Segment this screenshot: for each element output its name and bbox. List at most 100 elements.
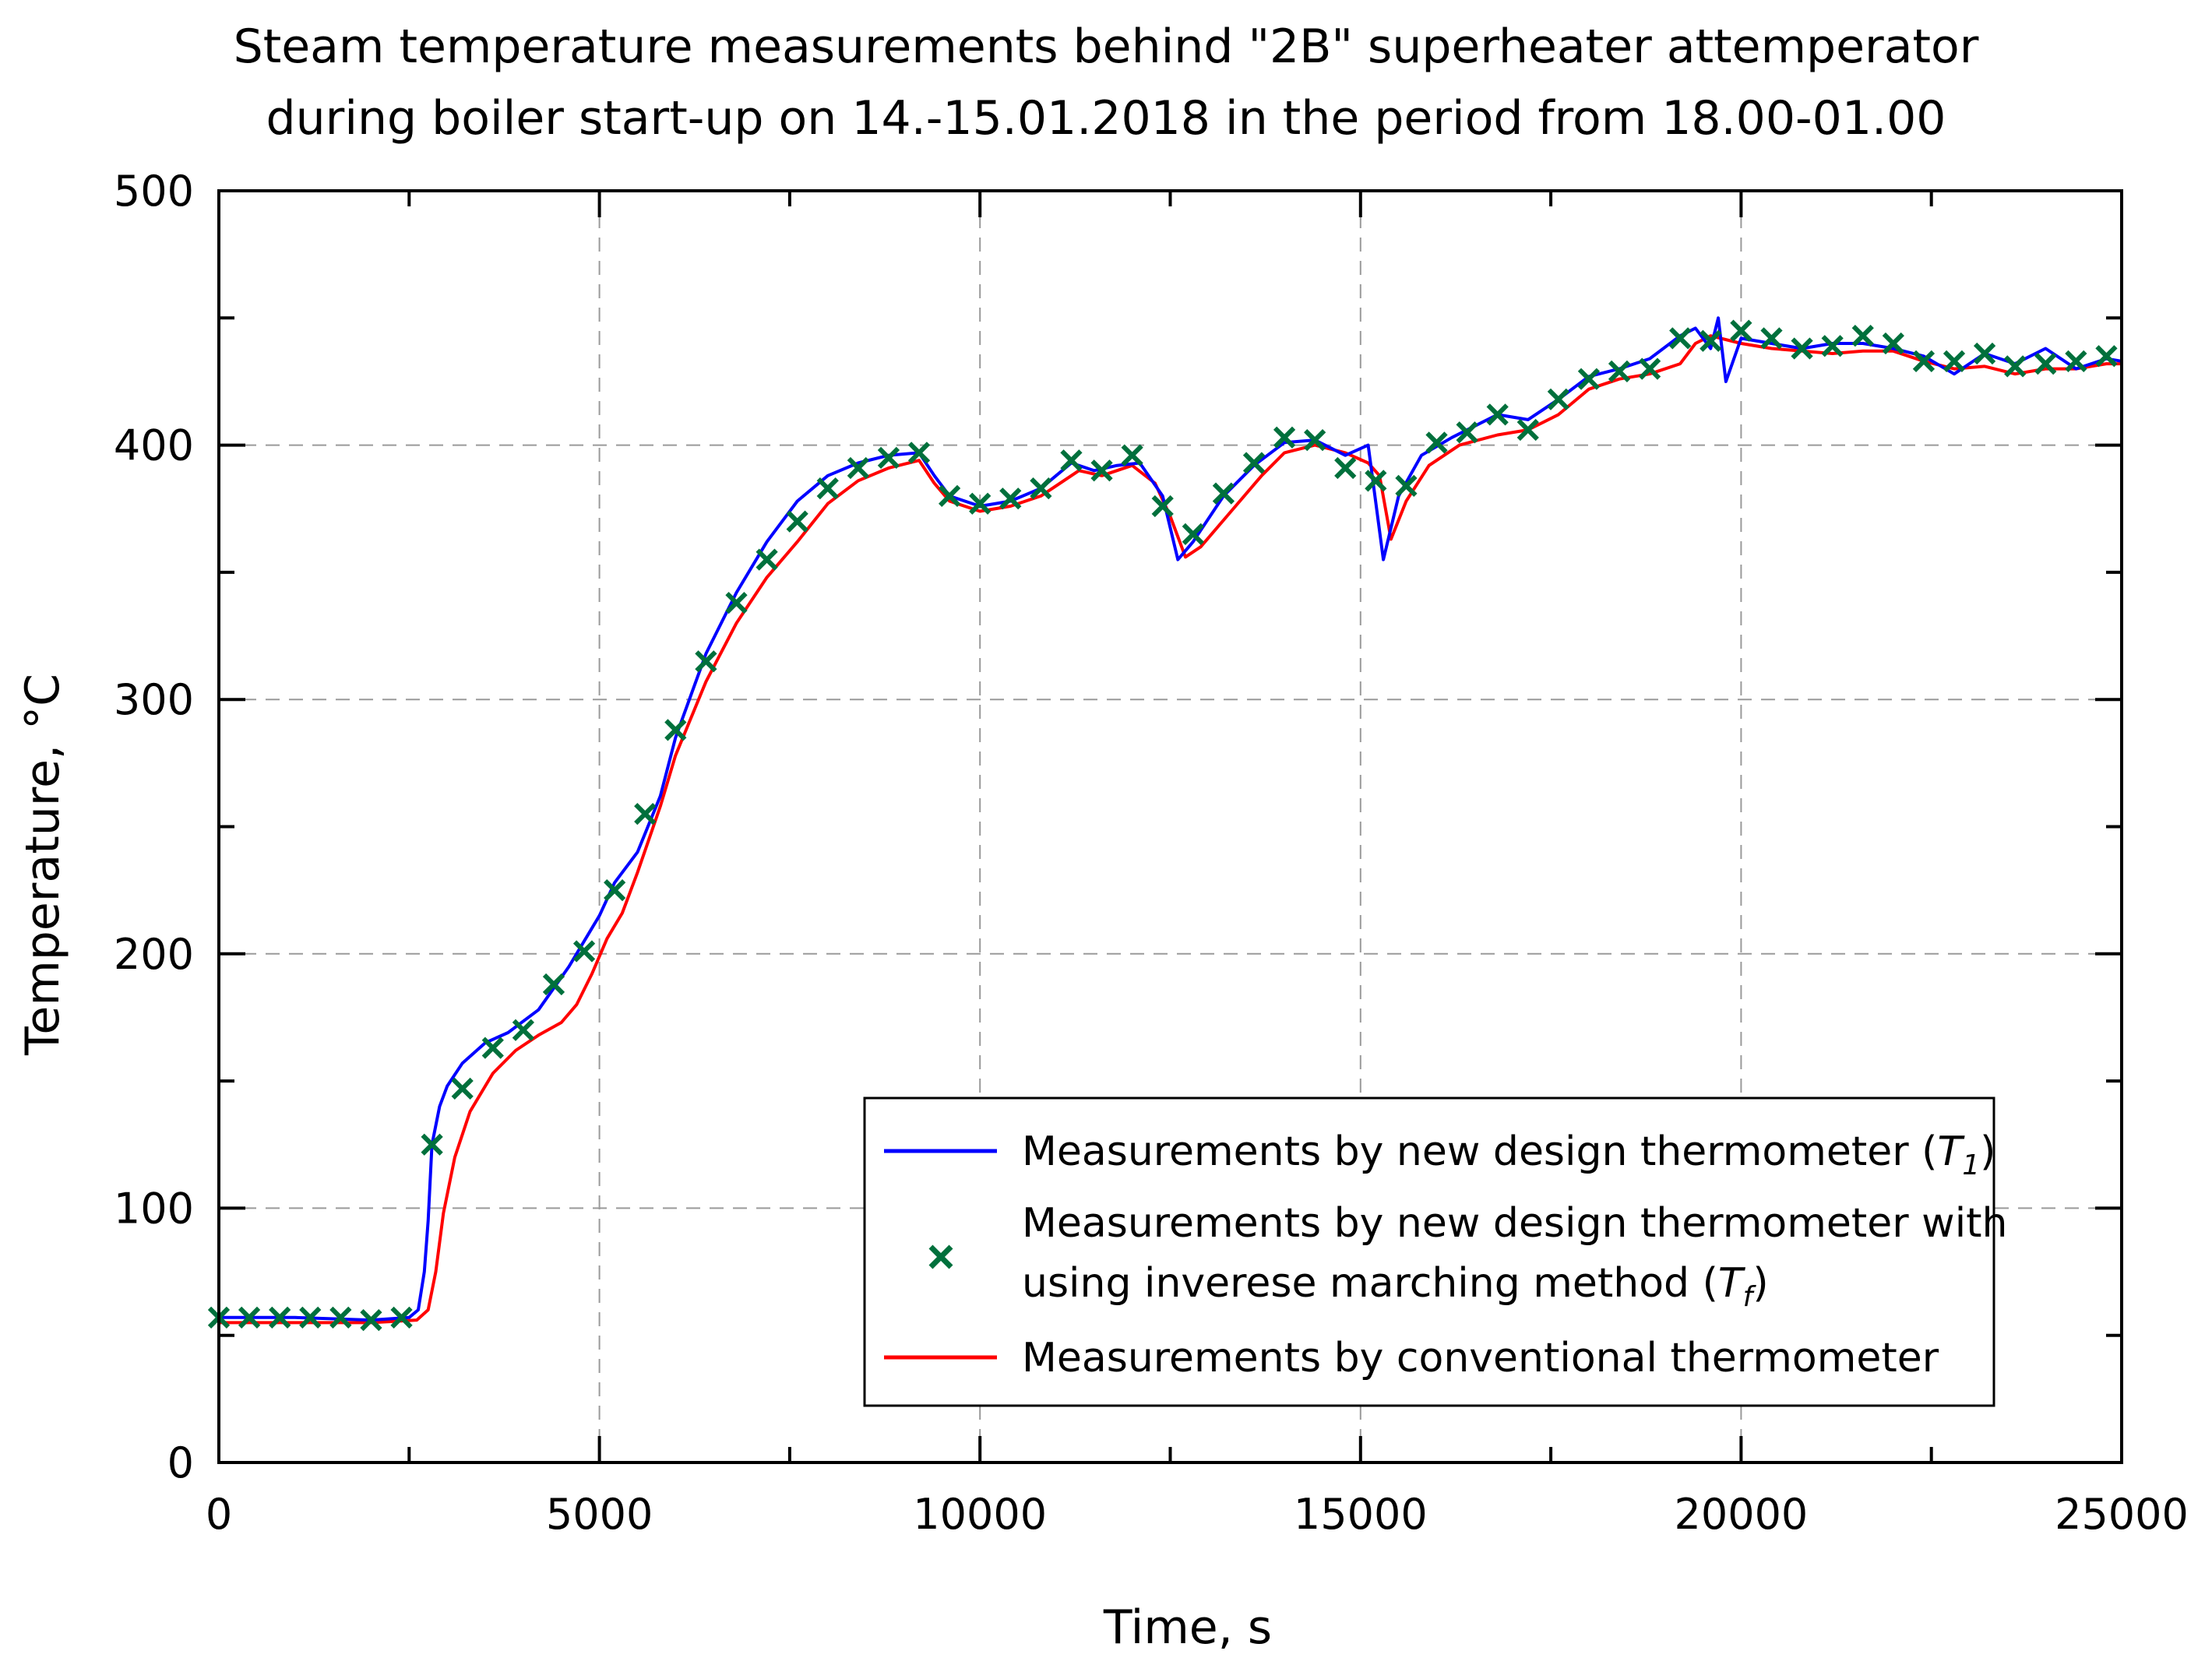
data-point-stroke bbox=[360, 1308, 382, 1332]
data-point-stroke bbox=[329, 1306, 352, 1329]
data-point bbox=[421, 1133, 443, 1156]
data-point bbox=[1943, 350, 1966, 372]
y-tick-label: 200 bbox=[114, 930, 194, 979]
data-point bbox=[1090, 459, 1113, 482]
data-point-stroke bbox=[572, 940, 596, 963]
data-point-stroke bbox=[2004, 355, 2027, 378]
data-point bbox=[1425, 431, 1448, 454]
data-point bbox=[390, 1306, 413, 1329]
data-point-stroke bbox=[1639, 357, 1661, 380]
data-point-stroke bbox=[1304, 428, 1326, 452]
data-point-stroke bbox=[1973, 342, 1996, 365]
legend-label-new-design-text: Measurements by new design thermometer bbox=[1022, 1128, 1909, 1175]
data-point bbox=[360, 1308, 382, 1332]
data-point bbox=[1365, 470, 1387, 492]
data-point-stroke bbox=[238, 1306, 261, 1329]
data-point-stroke bbox=[1943, 350, 1966, 372]
y-tick-label: 300 bbox=[114, 675, 194, 724]
x-tick-label: 10000 bbox=[913, 1490, 1047, 1539]
data-point-stroke bbox=[1395, 474, 1418, 497]
data-point bbox=[969, 492, 992, 515]
data-point bbox=[1912, 350, 1936, 372]
data-point-stroke bbox=[1577, 368, 1601, 390]
grid bbox=[219, 191, 2122, 1463]
legend-label-new-design: Measurements by new design thermometer (… bbox=[1022, 1128, 1995, 1181]
data-point bbox=[451, 1077, 474, 1100]
data-point-stroke bbox=[1425, 431, 1448, 454]
legend-swatch-inverse-marker bbox=[928, 1244, 953, 1269]
legend-label-inverse-open-paren: ( bbox=[1689, 1260, 1718, 1307]
data-point-stroke bbox=[816, 477, 839, 500]
data-point bbox=[2095, 345, 2118, 368]
data-point bbox=[1121, 444, 1143, 466]
data-point bbox=[1973, 342, 1996, 365]
data-point-stroke bbox=[1760, 327, 1783, 350]
data-point bbox=[1608, 360, 1631, 383]
y-axis-label: Temperature, °C bbox=[16, 674, 70, 1056]
axis-ticks: 0 5000 10000 15000 20000 25000 0 100 200 300 400 50… bbox=[114, 167, 2189, 1539]
data-point bbox=[481, 1037, 504, 1059]
data-point-stroke bbox=[786, 510, 808, 533]
x-tick-label: 15000 bbox=[1294, 1490, 1428, 1539]
x-tick-label: 5000 bbox=[546, 1490, 653, 1539]
data-point bbox=[1456, 421, 1478, 444]
data-point bbox=[329, 1306, 352, 1329]
data-point bbox=[1577, 368, 1601, 390]
data-point-stroke bbox=[938, 484, 961, 508]
data-point-stroke bbox=[1182, 523, 1204, 546]
data-point bbox=[1669, 327, 1692, 350]
x-tick-label: 0 bbox=[206, 1490, 232, 1539]
data-point bbox=[938, 484, 961, 508]
data-point-stroke bbox=[604, 879, 626, 902]
data-point bbox=[1182, 523, 1204, 546]
data-point-stroke bbox=[1608, 360, 1631, 383]
data-point bbox=[512, 1019, 535, 1041]
data-point-stroke bbox=[664, 719, 687, 741]
series-line-0 bbox=[219, 316, 2122, 1322]
data-point-stroke bbox=[269, 1306, 291, 1329]
data-point-stroke bbox=[1882, 332, 1904, 355]
data-point bbox=[634, 803, 657, 825]
data-point-stroke bbox=[1486, 403, 1509, 426]
data-point bbox=[1030, 477, 1052, 500]
y-tick-label: 100 bbox=[114, 1184, 194, 1233]
data-point-stroke bbox=[1030, 477, 1052, 500]
legend-box bbox=[863, 1096, 1995, 1407]
data-point bbox=[1516, 418, 1539, 442]
data-point-stroke bbox=[1212, 482, 1235, 505]
data-point-stroke bbox=[1090, 459, 1113, 482]
plot-series bbox=[207, 316, 2122, 1332]
legend-label-new-design-symbol: T bbox=[1937, 1128, 1965, 1175]
data-point-stroke bbox=[421, 1133, 443, 1156]
x-tick-label: 20000 bbox=[1675, 1490, 1809, 1539]
data-point-stroke bbox=[877, 446, 900, 470]
data-point bbox=[1851, 325, 1874, 347]
data-point bbox=[1151, 495, 1174, 518]
data-point-stroke bbox=[1516, 418, 1539, 442]
data-point-stroke bbox=[1791, 337, 1813, 360]
data-point-stroke bbox=[1456, 421, 1478, 444]
data-point-stroke bbox=[725, 591, 748, 614]
data-point bbox=[1730, 319, 1752, 342]
data-point-stroke bbox=[542, 973, 565, 996]
data-point bbox=[1395, 474, 1418, 497]
data-point bbox=[877, 446, 900, 470]
y-tick-label: 400 bbox=[114, 421, 194, 470]
legend-label-inverse-line-2-text: using inverese marching method bbox=[1022, 1260, 1689, 1307]
data-point-stroke bbox=[1700, 329, 1722, 352]
data-point-stroke bbox=[1821, 335, 1844, 357]
chart-title-line-1: Steam temperature measurements behind "2… bbox=[234, 19, 1979, 74]
data-point bbox=[1486, 403, 1509, 426]
data-point bbox=[756, 548, 778, 571]
data-point-stroke bbox=[1669, 327, 1692, 350]
data-point bbox=[604, 879, 626, 902]
data-point bbox=[1882, 332, 1904, 355]
data-point bbox=[1334, 456, 1357, 480]
x-tick-label: 25000 bbox=[2055, 1490, 2189, 1539]
legend-label-inverse-line-1: Measurements by new design thermometer w… bbox=[1022, 1200, 2008, 1247]
legend-label-inverse-line-2: using inverese marching method (Tf) bbox=[1022, 1260, 1769, 1313]
data-point bbox=[999, 488, 1022, 510]
legend-label-new-design-subscript: 1 bbox=[1962, 1149, 1980, 1181]
data-point-stroke bbox=[1060, 449, 1083, 472]
